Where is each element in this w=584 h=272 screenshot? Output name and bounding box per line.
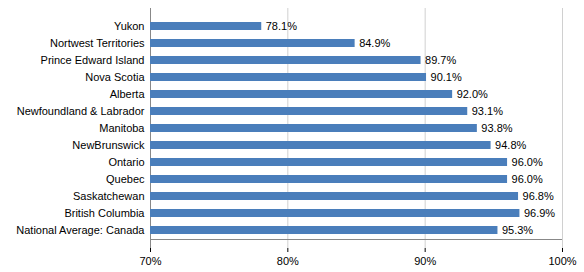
svg-text:78.1%: 78.1% [266, 20, 297, 32]
svg-text:Manitoba: Manitoba [99, 122, 145, 134]
svg-text:96.8%: 96.8% [523, 190, 554, 202]
svg-text:Yukon: Yukon [114, 20, 145, 32]
svg-text:96.0%: 96.0% [512, 173, 543, 185]
svg-text:British Columbia: British Columbia [64, 207, 145, 219]
svg-text:80%: 80% [277, 255, 299, 267]
svg-text:Quebec: Quebec [106, 173, 145, 185]
svg-text:96.9%: 96.9% [524, 207, 555, 219]
svg-text:93.1%: 93.1% [472, 105, 503, 117]
svg-text:84.9%: 84.9% [359, 37, 390, 49]
svg-text:92.0%: 92.0% [457, 88, 488, 100]
svg-text:70%: 70% [139, 255, 161, 267]
svg-text:89.7%: 89.7% [425, 54, 456, 66]
svg-text:NewBrunswick: NewBrunswick [72, 139, 145, 151]
svg-text:Prince Edward Island: Prince Edward Island [41, 54, 145, 66]
svg-text:100%: 100% [548, 255, 576, 267]
svg-text:93.8%: 93.8% [481, 122, 512, 134]
svg-text:Newfoundland & Labrador: Newfoundland & Labrador [17, 105, 145, 117]
svg-text:96.0%: 96.0% [512, 156, 543, 168]
svg-text:95.3%: 95.3% [502, 224, 533, 236]
svg-text:94.8%: 94.8% [495, 139, 526, 151]
svg-text:Saskatchewan: Saskatchewan [73, 190, 145, 202]
svg-text:Ontario: Ontario [108, 156, 144, 168]
svg-text:National Average: Canada: National Average: Canada [16, 224, 145, 236]
svg-text:Nova Scotia: Nova Scotia [85, 71, 145, 83]
svg-text:90%: 90% [414, 255, 436, 267]
svg-text:90.1%: 90.1% [431, 71, 462, 83]
svg-text:Alberta: Alberta [110, 88, 146, 100]
svg-text:Nortwest Territories: Nortwest Territories [50, 37, 145, 49]
